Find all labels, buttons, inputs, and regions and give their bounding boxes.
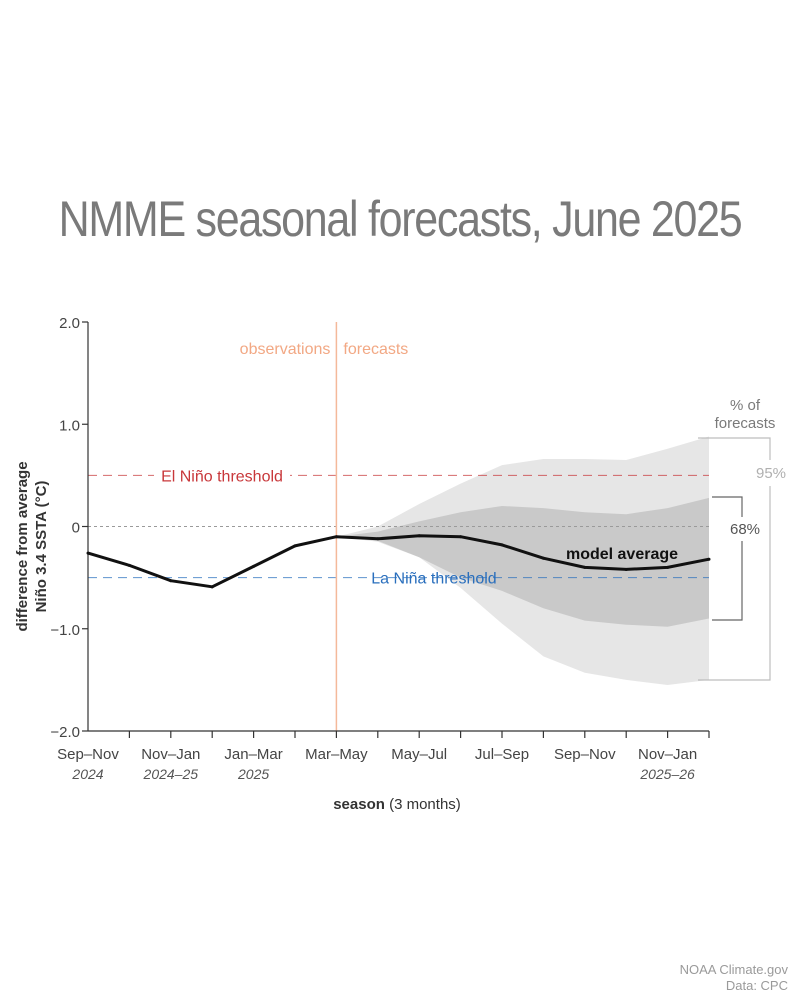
legend-title-line1: % of xyxy=(730,397,761,414)
y-tick-label: −2.0 xyxy=(50,724,80,741)
x-tick-label: Sep–Nov xyxy=(57,746,119,763)
band-68-percent xyxy=(336,497,709,627)
model-average-point xyxy=(376,537,380,541)
x-tick-year-label: 2024 xyxy=(71,766,103,782)
model-average-point xyxy=(541,556,545,560)
model-average-point xyxy=(666,565,670,569)
x-tick-year-label: 2025 xyxy=(237,766,269,782)
model-average-label: model average xyxy=(566,546,678,563)
observations-label: observations xyxy=(240,341,331,358)
threshold-label-bg xyxy=(154,465,290,486)
x-tick-label: Mar–May xyxy=(305,746,368,763)
model-average-line xyxy=(87,534,710,589)
credit-data: Data: CPC xyxy=(725,978,788,993)
x-tick-label: Jul–Sep xyxy=(475,746,529,763)
model-average-point xyxy=(459,535,463,539)
y-tick-label: −1.0 xyxy=(50,622,80,639)
x-tick-year-label: 2024–25 xyxy=(143,766,199,782)
y-tick-label: 0 xyxy=(72,520,80,537)
axes: 2.0 1.0 0 −1.0 −2.0 Sep–Nov 2024 Nov–Jan 2024–25… xyxy=(14,315,710,813)
model-average-point xyxy=(334,535,338,539)
model-average-point xyxy=(417,534,421,538)
el-nino-threshold-label: El Niño threshold xyxy=(161,468,283,485)
credit-source: NOAA Climate.gov xyxy=(679,962,788,977)
y-axis-label: difference from average Niño 3.4 SSTA (°C… xyxy=(14,461,50,631)
forecast-bands xyxy=(336,436,709,685)
x-tick-label: Sep–Nov xyxy=(554,746,616,763)
legend-95-label: 95% xyxy=(756,465,786,482)
model-average-point xyxy=(583,565,587,569)
legend-68-label: 68% xyxy=(730,521,760,538)
x-axis-label: season (3 months) xyxy=(333,796,461,813)
model-average-point xyxy=(707,557,711,561)
x-tick-label: Nov–Jan xyxy=(638,746,697,763)
forecasts-label: forecasts xyxy=(343,341,408,358)
x-tick-label: May–Jul xyxy=(391,746,447,763)
threshold-lines xyxy=(88,322,709,731)
model-average-point xyxy=(210,585,214,589)
la-nina-threshold-label: La Niña threshold xyxy=(371,571,496,588)
model-average-point xyxy=(293,544,297,548)
y-tick-label: 2.0 xyxy=(59,315,80,332)
legend-bracket-95 xyxy=(698,437,771,681)
model-average-point xyxy=(252,564,256,568)
model-average-point xyxy=(624,567,628,571)
chart-labels: El Niño threshold La Niña threshold observ… xyxy=(161,341,786,681)
legend-bracket-68 xyxy=(712,496,743,621)
x-tick-label: Nov–Jan xyxy=(141,746,200,763)
y-tick-label: 1.0 xyxy=(59,417,80,434)
chart-title: NMME seasonal forecasts, June 2025 xyxy=(58,191,743,247)
x-tick-year-label: 2025–26 xyxy=(639,766,695,782)
model-average-point xyxy=(86,551,90,555)
model-average-point xyxy=(169,579,173,583)
legend-title-line2: forecasts xyxy=(715,415,776,432)
series-lines xyxy=(86,534,711,589)
x-tick-label: Jan–Mar xyxy=(224,746,282,763)
model-average-point xyxy=(127,563,131,567)
model-average-point xyxy=(500,543,504,547)
